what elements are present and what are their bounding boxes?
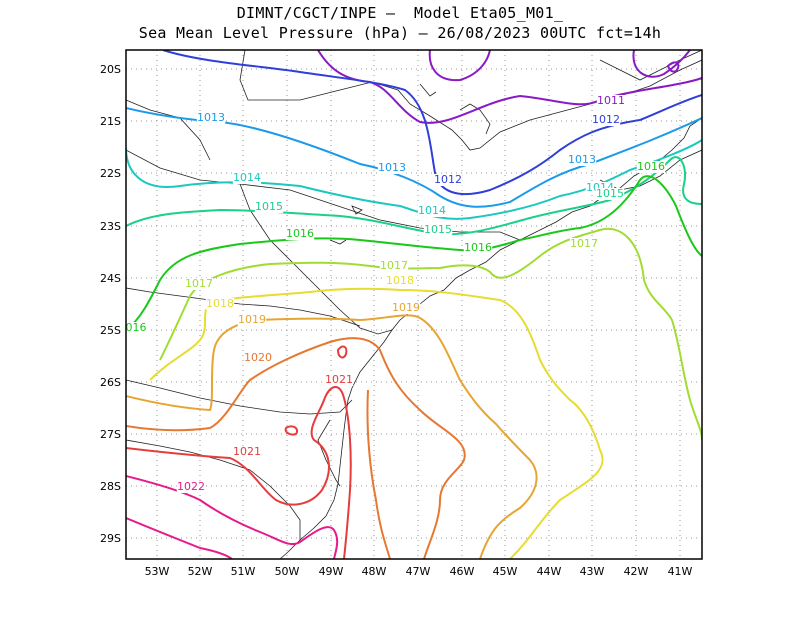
contour-label: 1014 [233,171,261,184]
contour-label: 1017 [570,237,598,250]
lon-tick-label: 51W [231,565,256,578]
contour-label-background [463,242,493,254]
contour-label: 1019 [238,313,266,326]
contour-label-background [126,322,147,334]
lat-tick-label: 24S [100,272,121,285]
contour-label-background [237,314,267,326]
isobar-1022 [126,475,339,559]
map-title-line-1: DIMNT/CGCT/INPE – Model Eta05_M01_ [236,4,564,22]
lat-tick-label: 28S [100,480,121,493]
isobar-1020-east [366,389,391,559]
contour-label-background [377,162,407,174]
contour-label: 1019 [392,301,420,314]
contour-label: 1012 [592,113,620,126]
contour-label-background [433,174,463,186]
contour-label: 1013 [378,161,406,174]
contour-label-background [636,161,666,173]
contour-label-background [232,446,262,458]
lat-tick-label: 23S [100,220,121,233]
contour-label: 1014 [418,204,446,217]
contour-label: 1011 [597,94,625,107]
contour-label-background [567,154,597,166]
contour-label-background [324,374,354,386]
isobar-1015 [126,156,702,236]
contour-label: 1020 [244,351,272,364]
lon-tick-label: 45W [493,565,518,578]
contour-label-background [243,352,273,364]
contour-label-background [379,260,409,272]
isobar-1011-north-pocket [428,50,491,82]
contour-label-background [591,114,621,126]
contour-label-background [385,275,415,287]
isobar-1020 [126,337,466,559]
latitude-labels: 20S 21S 22S 23S 24S 25S 26S 27S 28S 29S [100,63,121,545]
lat-tick-label: 21S [100,115,121,128]
contour-label-background [184,278,214,290]
isobar-1021-ring [336,345,348,359]
contour-label: 1013 [568,153,596,166]
lon-tick-label: 52W [188,565,213,578]
contour-label: 1015 [255,200,283,213]
lon-tick-label: 43W [580,565,605,578]
lon-tick-label: 49W [319,565,344,578]
map-title-line-2: Sea Mean Level Pressure (hPa) – 26/08/20… [138,24,662,42]
contour-label: 1012 [434,173,462,186]
contour-label: 1016 [637,160,665,173]
contour-label: 1017 [185,277,213,290]
isobar-1019 [126,314,538,559]
contour-label: 1015 [596,187,624,200]
contour-label: 1021 [325,373,353,386]
contour-label: 1022 [177,480,205,493]
lat-tick-label: 22S [100,167,121,180]
contour-label: 1013 [197,111,225,124]
lon-tick-label: 53W [145,565,170,578]
contour-label: 1018 [386,274,414,287]
lat-tick-label: 29S [100,532,121,545]
isobar-1017 [159,227,702,441]
contour-label-background [205,298,235,310]
lat-tick-label: 27S [100,428,121,441]
contour-label-background [391,302,421,314]
contour-label-background [176,481,206,493]
contour-label: 1021 [233,445,261,458]
isobar-1011-ring [666,61,680,73]
contour-label: 1018 [206,297,234,310]
isobar-1011 [317,50,702,124]
contour-label: 1016 [286,227,314,240]
lon-tick-label: 48W [362,565,387,578]
isobar-1021-blob [284,425,298,436]
contour-label-background [569,238,599,250]
contour-label: 1016 [464,241,492,254]
contour-label: 016 [126,321,147,334]
lat-tick-label: 20S [100,63,121,76]
lon-tick-label: 46W [450,565,475,578]
contour-label-background [285,228,315,240]
lon-tick-label: 50W [275,565,300,578]
lat-tick-label: 26S [100,376,121,389]
lon-tick-label: 47W [406,565,431,578]
longitude-labels: 53W 52W 51W 50W 49W 48W 47W 46W 45W 44W 43W 42W 41W [145,565,693,578]
contour-label-background [417,205,447,217]
contour-label: 1015 [424,223,452,236]
contour-label-background [232,172,262,184]
contour-labels: 1011101210121013101310131014101410141015… [126,94,666,493]
isobar-1021 [126,386,352,559]
map-frame [125,49,703,560]
lat-tick-label: 25S [100,324,121,337]
lon-tick-label: 41W [668,565,693,578]
contour-label-background [196,112,226,124]
isobar-1011-northeast-pocket [632,50,691,78]
contour-label-background [596,95,626,107]
contour-label-background [595,188,625,200]
isobar-1018 [149,287,604,559]
isobar-1014 [126,139,702,220]
contour-label-background [254,201,284,213]
lon-tick-label: 44W [537,565,562,578]
contour-label-background [423,224,453,236]
contour-label: 1017 [380,259,408,272]
isobar-1022-southwest [126,517,233,559]
lon-tick-label: 42W [624,565,649,578]
